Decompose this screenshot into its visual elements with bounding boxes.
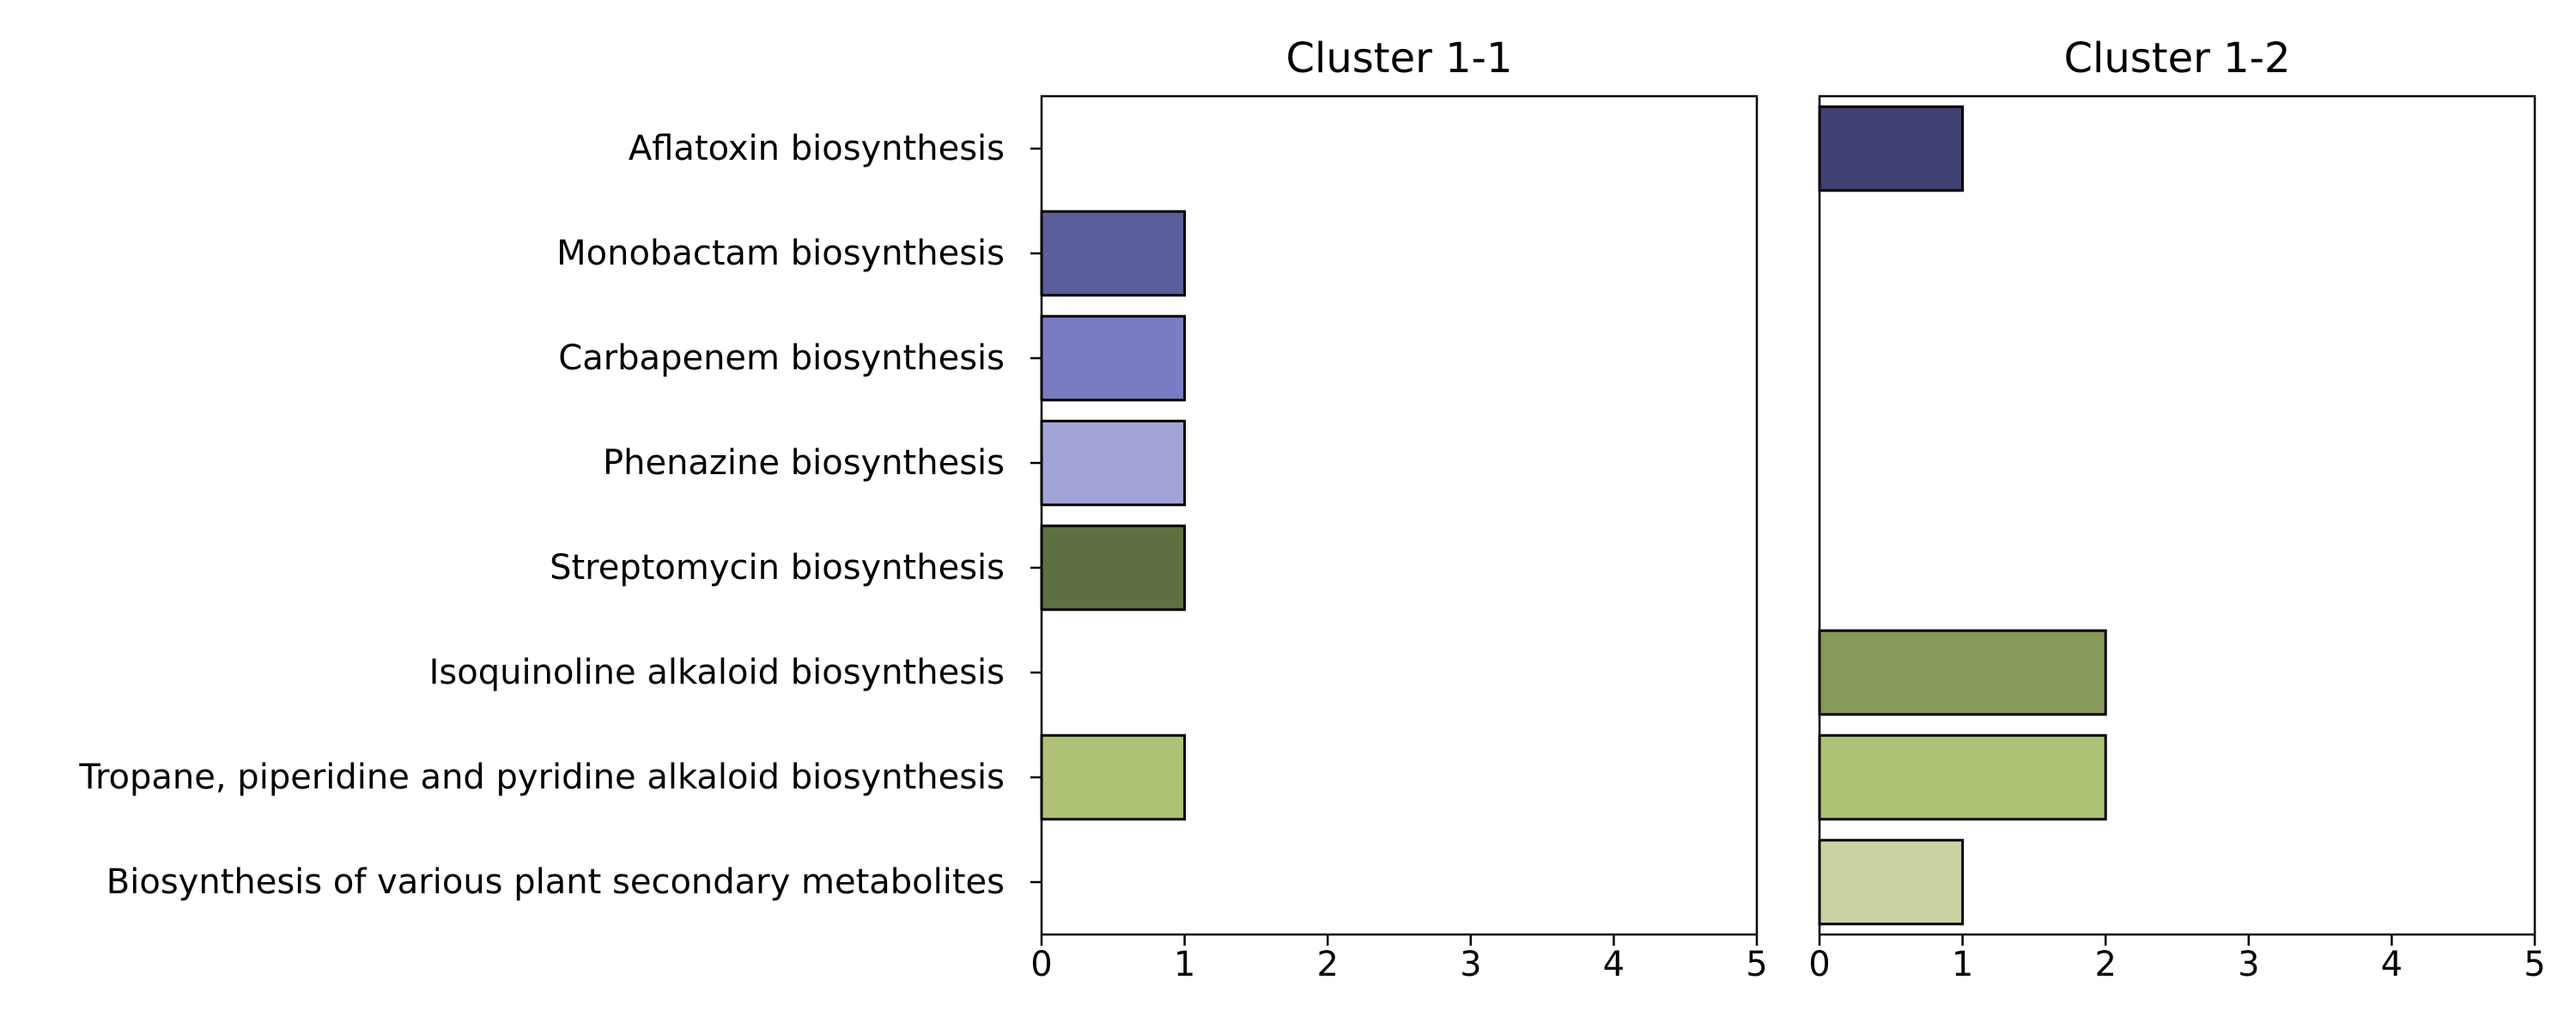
y-tick-label: Phenazine biosynthesis <box>603 443 1005 483</box>
x-tick-label: 5 <box>1746 945 1767 984</box>
bar <box>1040 314 1187 402</box>
bar <box>1040 734 1187 821</box>
y-tick-label: Aflatoxin biosynthesis <box>629 129 1005 168</box>
y-tick-label: Tropane, piperidine and pyridine alkaloi… <box>78 758 1005 797</box>
bar <box>1818 838 1965 926</box>
x-tick-label: 2 <box>1316 945 1338 984</box>
x-tick-label: 5 <box>2524 945 2545 984</box>
panel-title: Cluster 1-1 <box>1285 34 1512 82</box>
panel-title: Cluster 1-2 <box>2063 34 2290 82</box>
x-tick-label: 4 <box>2381 945 2403 984</box>
y-tick-label: Biosynthesis of various plant secondary … <box>106 862 1005 902</box>
bar <box>1040 524 1187 612</box>
y-tick-label: Isoquinoline alkaloid biosynthesis <box>429 653 1005 692</box>
x-tick-label: 3 <box>2238 945 2259 984</box>
axes-frame <box>1818 94 2537 936</box>
x-tick-label: 4 <box>1603 945 1625 984</box>
x-tick-label: 0 <box>1030 945 1052 984</box>
x-tick-label: 1 <box>1952 945 1973 984</box>
bar <box>1040 419 1187 507</box>
bar <box>1818 105 1965 192</box>
y-tick-label: Monobactam biosynthesis <box>556 234 1005 273</box>
bar <box>1040 210 1187 297</box>
x-tick-label: 2 <box>2094 945 2116 984</box>
x-tick-label: 3 <box>1460 945 1481 984</box>
y-tick-label: Carbapenem biosynthesis <box>558 338 1005 378</box>
bar <box>1818 629 2107 716</box>
bar <box>1818 734 2107 821</box>
x-tick-label: 1 <box>1174 945 1195 984</box>
axes-frame <box>1040 94 1759 936</box>
y-tick-label: Streptomycin biosynthesis <box>550 548 1005 588</box>
x-tick-label: 0 <box>1808 945 1830 984</box>
